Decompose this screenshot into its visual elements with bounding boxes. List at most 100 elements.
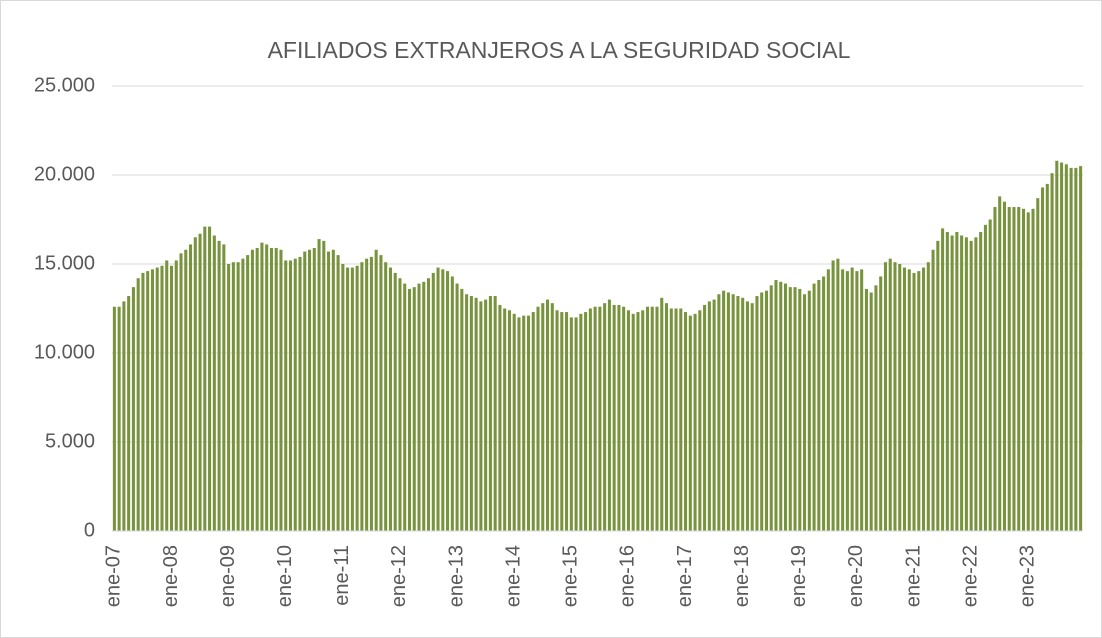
bar: [231, 262, 235, 531]
bar: [555, 310, 559, 531]
x-tick-label: ene-19: [788, 545, 810, 607]
bar: [688, 315, 692, 531]
bar: [1021, 208, 1026, 531]
bar: [574, 317, 578, 531]
bar: [488, 296, 492, 531]
bar: [883, 262, 887, 531]
bar: [436, 267, 440, 531]
bar: [155, 267, 159, 531]
bar: [850, 267, 854, 531]
bar: [403, 283, 407, 531]
bar: [774, 280, 778, 531]
bar: [631, 313, 635, 531]
bar: [722, 290, 726, 531]
bar: [598, 306, 602, 531]
bar: [864, 288, 868, 531]
bar: [174, 260, 178, 531]
bar: [441, 269, 445, 531]
bar: [936, 240, 940, 532]
bar: [812, 283, 816, 531]
bar: [831, 260, 835, 531]
x-tick-label: ene-10: [274, 545, 296, 607]
bar: [960, 235, 964, 531]
bar: [879, 276, 883, 531]
bar: [679, 308, 683, 531]
bar: [669, 308, 673, 531]
bar: [327, 251, 331, 532]
bar: [131, 287, 135, 531]
bar: [983, 224, 987, 531]
bar: [1050, 173, 1054, 531]
bar: [346, 267, 350, 531]
bar: [274, 247, 278, 532]
bar: [279, 249, 283, 531]
bar: [122, 301, 126, 531]
bar: [593, 306, 597, 531]
bar: [974, 237, 978, 532]
bar: [331, 249, 335, 531]
bar: [917, 271, 921, 531]
bar: [655, 306, 659, 531]
bar: [112, 306, 116, 531]
bar: [898, 264, 902, 531]
bar: [341, 264, 345, 531]
bar: [388, 267, 392, 531]
bar: [169, 265, 174, 531]
bar: [1079, 166, 1083, 531]
bar: [726, 292, 730, 531]
x-tick-label: ene-09: [217, 545, 239, 607]
x-tick-label: ene-12: [388, 545, 410, 607]
bar: [1069, 167, 1073, 531]
bar: [584, 312, 588, 531]
bar: [1060, 162, 1064, 532]
bar: [841, 269, 845, 531]
bar: [998, 196, 1002, 532]
bar: [384, 262, 388, 531]
bar: [822, 276, 826, 531]
bar: [1064, 164, 1068, 531]
bar: [869, 292, 873, 531]
bar: [888, 258, 892, 531]
bar: [227, 264, 231, 531]
bar: [931, 249, 935, 531]
bar: [769, 285, 773, 531]
bar: [779, 281, 783, 531]
bar: [360, 262, 364, 531]
bar: [179, 253, 183, 531]
bar: [541, 303, 545, 531]
bar: [560, 312, 564, 531]
chart-title: AFILIADOS EXTRANJEROS A LA SEGURIDAD SOC…: [268, 37, 851, 63]
bar: [293, 258, 297, 531]
bar: [579, 313, 583, 531]
bar: [117, 306, 121, 531]
x-tick-label: ene-20: [845, 545, 867, 607]
bar: [517, 317, 521, 531]
y-tick-label: 0: [84, 519, 95, 541]
bar: [308, 249, 312, 531]
bar: [1045, 183, 1049, 531]
bar: [893, 262, 897, 531]
bar: [941, 228, 945, 531]
bar: [650, 306, 654, 531]
bar: [374, 249, 378, 531]
bar: [950, 235, 954, 531]
bar: [1041, 187, 1045, 531]
bar: [736, 296, 740, 531]
bar: [902, 267, 907, 531]
bar: [193, 237, 197, 532]
bar: [1002, 201, 1006, 531]
bar: [474, 297, 478, 531]
bar: [269, 247, 273, 532]
bar: [698, 310, 702, 531]
bar: [446, 271, 450, 531]
bar: [617, 304, 621, 531]
bar: [836, 258, 840, 531]
bar: [493, 296, 497, 531]
bar: [317, 239, 321, 531]
bar: [550, 303, 554, 531]
bar: [745, 301, 749, 531]
bar: [793, 287, 797, 531]
bar: [641, 310, 645, 531]
bar: [393, 272, 397, 531]
